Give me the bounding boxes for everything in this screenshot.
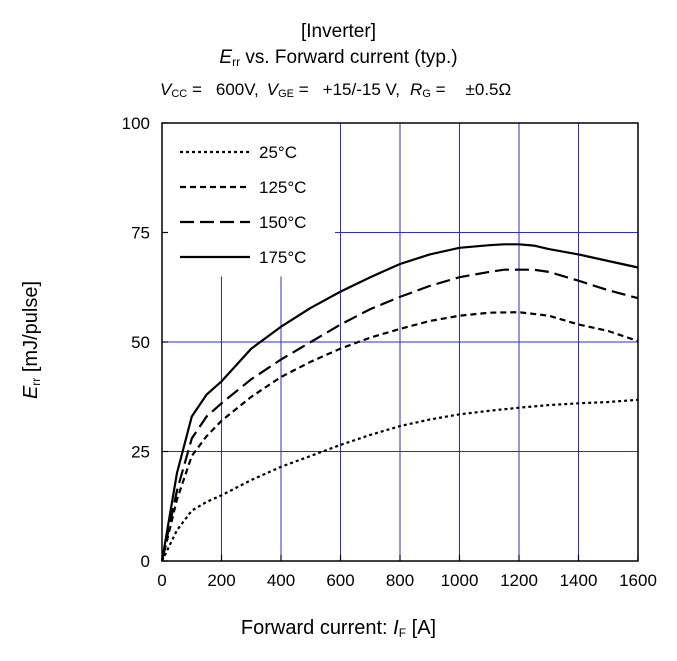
x-tick-label: 1400 (560, 571, 598, 590)
chart-title-line1: [Inverter] (301, 21, 376, 42)
legend-label-1: 125°C (259, 178, 306, 197)
x-tick-label: 0 (157, 571, 166, 590)
condition-vge-symbol: V (266, 80, 279, 99)
chart-title-line2: Err vs. Forward current (typ.) (0, 47, 677, 69)
title-subscript: rr (232, 55, 241, 69)
x-tick-label: 600 (326, 571, 354, 590)
condition-vge-sub: GE (278, 88, 295, 100)
y-tick-label: 0 (141, 552, 150, 571)
title-text: vs. Forward current (typ.) (240, 47, 458, 68)
x-tick-label: 1600 (619, 571, 657, 590)
y-tick-label: 50 (131, 333, 150, 352)
y-tick-label: 75 (131, 224, 150, 243)
y-axis-unit: [mJ/pulse] (20, 280, 42, 378)
legend-label-3: 175°C (259, 248, 306, 267)
y-tick-label: 100 (122, 114, 150, 133)
condition-vcc-sub: CC (171, 88, 188, 100)
condition-vge-value: +15/-15 V, (322, 80, 401, 99)
x-tick-label: 800 (386, 571, 414, 590)
series-line-0 (161, 398, 639, 562)
y-axis-symbol: E (20, 385, 42, 400)
condition-rg-value: ±0.5Ω (465, 80, 512, 99)
condition-vcc-eq: = (187, 80, 202, 99)
condition-rg-symbol: R (410, 80, 423, 99)
x-axis-text: Forward current: (240, 617, 394, 639)
test-conditions: VCC = 600V, VGE = +15/-15 V, RG = ±0.5Ω (160, 80, 511, 100)
condition-vcc-value: 600V, (215, 80, 259, 99)
x-axis-unit: [A] (406, 617, 437, 639)
x-axis-subscript: F (398, 626, 407, 640)
y-tick-label: 25 (131, 443, 150, 462)
x-axis-label: Forward current: IF [A] (0, 617, 677, 640)
x-tick-label: 1200 (500, 571, 538, 590)
legend-label-2: 150°C (259, 213, 306, 232)
x-axis-symbol: I (393, 617, 399, 639)
condition-vge-eq: = (294, 80, 309, 99)
x-tick-label: 1000 (441, 571, 479, 590)
series-line-3 (160, 243, 639, 562)
x-tick-label: 200 (207, 571, 235, 590)
y-axis-label: Err [mJ/pulse] (20, 240, 43, 440)
title-symbol: E (219, 47, 233, 68)
series-line-1 (160, 311, 639, 562)
condition-rg-sub: G (422, 88, 431, 100)
y-axis-subscript: rr (29, 377, 43, 386)
legend-label-0: 25°C (259, 143, 297, 162)
condition-vcc-symbol: V (160, 80, 172, 99)
condition-rg-eq: = (430, 80, 446, 99)
series-line-2 (160, 268, 639, 562)
x-tick-label: 400 (267, 571, 295, 590)
